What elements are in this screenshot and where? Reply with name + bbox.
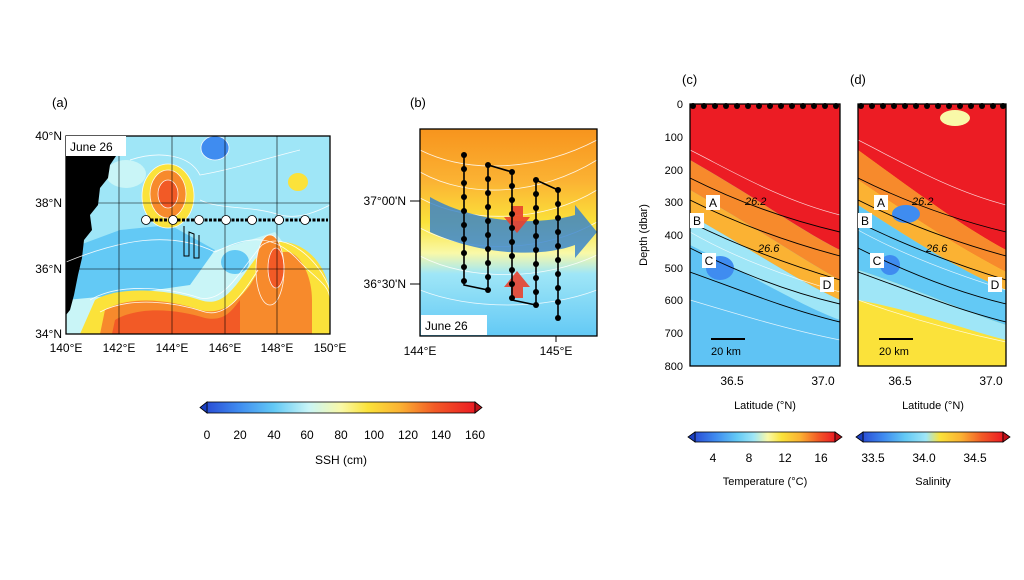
panel-a-date: June 26 xyxy=(70,140,113,154)
a-xtick-3: 146°E xyxy=(209,341,242,355)
c-scale-label: 20 km xyxy=(711,346,741,358)
sal-tick-2: 34.5 xyxy=(963,451,987,465)
temperature-section xyxy=(690,104,840,366)
ssh-map xyxy=(66,136,330,334)
c-xtick-1: 37.0 xyxy=(811,374,835,388)
panel-a-date-box xyxy=(66,136,126,156)
d-point-d: D xyxy=(991,278,1000,292)
panel-a-label: (a) xyxy=(52,95,68,110)
c-point-c: C xyxy=(705,254,714,268)
d-point-b: B xyxy=(861,214,869,228)
c-ytick-8: 800 xyxy=(665,361,683,373)
c-ytick-0: 0 xyxy=(677,99,683,111)
c-ytick-4: 400 xyxy=(665,230,683,242)
a-xtick-1: 142°E xyxy=(103,341,136,355)
panel-d-xlabel: Latitude (°N) xyxy=(902,400,964,412)
c-ytick-3: 300 xyxy=(665,197,683,209)
c-ytick-2: 200 xyxy=(665,165,683,177)
panel-b-frame xyxy=(419,128,598,337)
a-xtick-4: 148°E xyxy=(261,341,294,355)
temp-tick-2: 12 xyxy=(778,451,792,465)
temp-tick-0: 4 xyxy=(710,451,717,465)
salinity-section xyxy=(858,104,1006,366)
a-xtick-5: 150°E xyxy=(314,341,347,355)
temp-tick-3: 16 xyxy=(814,451,828,465)
panel-c-label: (c) xyxy=(682,72,697,87)
c-ytick-5: 500 xyxy=(665,263,683,275)
d-xtick-0: 36.5 xyxy=(888,374,912,388)
c-ytick-6: 600 xyxy=(665,295,683,307)
c-contour-label-1: 26.6 xyxy=(757,243,780,255)
c-ytick-1: 100 xyxy=(665,132,683,144)
a-ytick-2: 36°N xyxy=(35,262,62,276)
panel-d-label: (d) xyxy=(850,72,866,87)
ssh-tick-6: 120 xyxy=(398,428,418,442)
ssh-tick-7: 140 xyxy=(431,428,451,442)
a-ytick-0: 40°N xyxy=(35,129,62,143)
survey-track xyxy=(463,155,559,320)
panel-c-frame xyxy=(689,103,841,367)
ssh-tick-1: 20 xyxy=(233,428,247,442)
temp-tick-1: 8 xyxy=(746,451,753,465)
d-contour-label-0: 26.2 xyxy=(911,196,933,208)
survey-map xyxy=(420,129,597,336)
panel-a-grid xyxy=(66,136,330,334)
ssh-tick-5: 100 xyxy=(364,428,384,442)
d-point-c: C xyxy=(873,254,882,268)
b-xtick-1: 145°E xyxy=(540,344,573,358)
temperature-colorbar-label: Temperature (°C) xyxy=(723,476,807,488)
a-xtick-0: 140°E xyxy=(50,341,83,355)
survey-stations xyxy=(461,152,561,321)
c-ytick-7: 700 xyxy=(665,328,683,340)
ssh-tick-2: 40 xyxy=(267,428,281,442)
c-point-a: A xyxy=(709,196,717,210)
ssh-tick-3: 60 xyxy=(300,428,314,442)
panel-b-date-box xyxy=(421,315,487,335)
d-contour-label-1: 26.6 xyxy=(925,243,948,255)
panel-d-frame xyxy=(857,103,1007,367)
ssh-colorbar-label: SSH (cm) xyxy=(315,453,367,467)
sal-tick-0: 33.5 xyxy=(861,451,885,465)
a-ytick-1: 38°N xyxy=(35,196,62,210)
b-xtick-0: 144°E xyxy=(404,344,437,358)
ssh-tick-0: 0 xyxy=(204,428,211,442)
panel-b-date: June 26 xyxy=(425,319,468,333)
d-point-a: A xyxy=(877,196,885,210)
panel-c-stations xyxy=(690,103,839,109)
d-scale-label: 20 km xyxy=(879,346,909,358)
station-markers xyxy=(141,215,310,225)
salinity-colorbar: 33.5 34.0 34.5 Salinity xyxy=(855,431,1011,488)
a-ytick-3: 34°N xyxy=(35,327,62,341)
temperature-colorbar: 4 8 12 16 Temperature (°C) xyxy=(687,431,843,488)
a-xtick-2: 144°E xyxy=(156,341,189,355)
ssh-tick-4: 80 xyxy=(334,428,348,442)
survey-box-a xyxy=(183,226,200,259)
c-point-d: D xyxy=(823,278,832,292)
panel-d-stations xyxy=(858,103,1006,109)
panel-b-label: (b) xyxy=(410,95,426,110)
salinity-colorbar-label: Salinity xyxy=(915,476,951,488)
panel-a-frame xyxy=(65,135,331,335)
ssh-colorbar: 0 20 40 60 80 100 120 140 160 SSH (cm) xyxy=(199,401,485,467)
c-xtick-0: 36.5 xyxy=(720,374,744,388)
d-xtick-1: 37.0 xyxy=(979,374,1003,388)
ssh-tick-8: 160 xyxy=(465,428,485,442)
panel-c-xlabel: Latitude (°N) xyxy=(734,400,796,412)
panel-c-ylabel: Depth (dbar) xyxy=(638,204,650,266)
c-contour-label-0: 26.2 xyxy=(744,196,766,208)
c-point-b: B xyxy=(693,214,701,228)
b-ytick-1: 36°30'N xyxy=(364,277,406,291)
sal-tick-1: 34.0 xyxy=(912,451,936,465)
b-ytick-0: 37°00'N xyxy=(364,194,406,208)
